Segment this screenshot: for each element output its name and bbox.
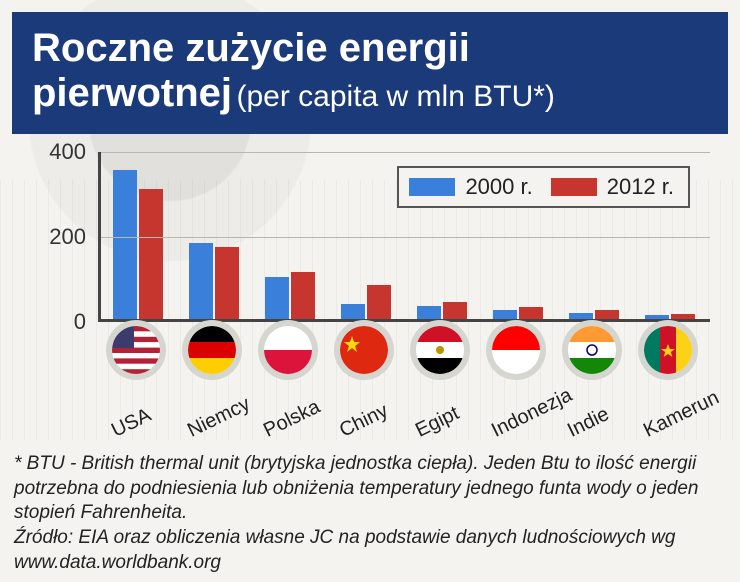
bar bbox=[367, 285, 391, 319]
title-subtitle: (per capita w mln BTU*) bbox=[236, 80, 554, 113]
bar bbox=[215, 247, 239, 319]
bar bbox=[595, 310, 619, 319]
bar bbox=[265, 277, 289, 320]
x-axis-label: Chiny bbox=[336, 400, 392, 443]
footnote: * BTU - British thermal unit (brytyjska … bbox=[14, 452, 726, 575]
flag-icon bbox=[188, 326, 236, 374]
y-axis: 0200400 bbox=[30, 152, 90, 322]
title-bar: Roczne zużycie energii pierwotnej (per c… bbox=[12, 12, 728, 134]
legend-label-2012: 2012 r. bbox=[607, 174, 674, 199]
grid-line bbox=[101, 152, 710, 153]
bar bbox=[671, 314, 695, 319]
legend-label-2000: 2000 r. bbox=[465, 174, 532, 199]
bar bbox=[519, 307, 543, 319]
bar bbox=[645, 315, 669, 319]
title-line1: Roczne zużycie energii bbox=[32, 26, 708, 71]
flag-icon bbox=[644, 326, 692, 374]
y-tick-label: 400 bbox=[30, 139, 86, 165]
x-axis-label: Niemcy bbox=[184, 393, 254, 443]
flag-icon bbox=[264, 326, 312, 374]
bar bbox=[493, 310, 517, 319]
footnote-btu: * BTU - British thermal unit (brytyjska … bbox=[14, 452, 726, 526]
grid-line bbox=[101, 237, 710, 238]
x-axis-label: Indie bbox=[564, 403, 613, 443]
footnote-source: Źródło: EIA oraz obliczenia własne JC na… bbox=[14, 526, 726, 575]
x-axis-label: Polska bbox=[260, 396, 324, 443]
flag-icon bbox=[568, 326, 616, 374]
x-axis-label: Egipt bbox=[412, 402, 463, 443]
legend-item-2000: 2000 r. bbox=[409, 174, 532, 200]
x-axis-label: USA bbox=[108, 404, 155, 443]
legend-item-2012: 2012 r. bbox=[551, 174, 674, 200]
title-line2-bold: pierwotnej bbox=[32, 71, 232, 115]
y-tick-label: 0 bbox=[30, 309, 86, 335]
flags-row bbox=[98, 326, 710, 378]
legend: 2000 r. 2012 r. bbox=[397, 166, 690, 208]
flag-icon bbox=[416, 326, 464, 374]
flag-icon bbox=[492, 326, 540, 374]
bar bbox=[291, 272, 315, 319]
flag-icon bbox=[340, 326, 388, 374]
bar-chart: 2000 r. 2012 r. 0200400 bbox=[30, 152, 720, 372]
bar bbox=[113, 170, 137, 319]
bar bbox=[341, 304, 365, 319]
legend-swatch-2012 bbox=[551, 178, 597, 196]
bar bbox=[139, 189, 163, 319]
bar bbox=[417, 306, 441, 319]
bar bbox=[443, 302, 467, 319]
legend-swatch-2000 bbox=[409, 178, 455, 196]
bar bbox=[569, 313, 593, 319]
flag-icon bbox=[112, 326, 160, 374]
x-axis-label: Indonezja bbox=[488, 384, 576, 443]
bar bbox=[189, 243, 213, 320]
x-axis-label: Kamerun bbox=[640, 386, 723, 442]
title-line2: pierwotnej (per capita w mln BTU*) bbox=[32, 71, 708, 116]
y-tick-label: 200 bbox=[30, 224, 86, 250]
